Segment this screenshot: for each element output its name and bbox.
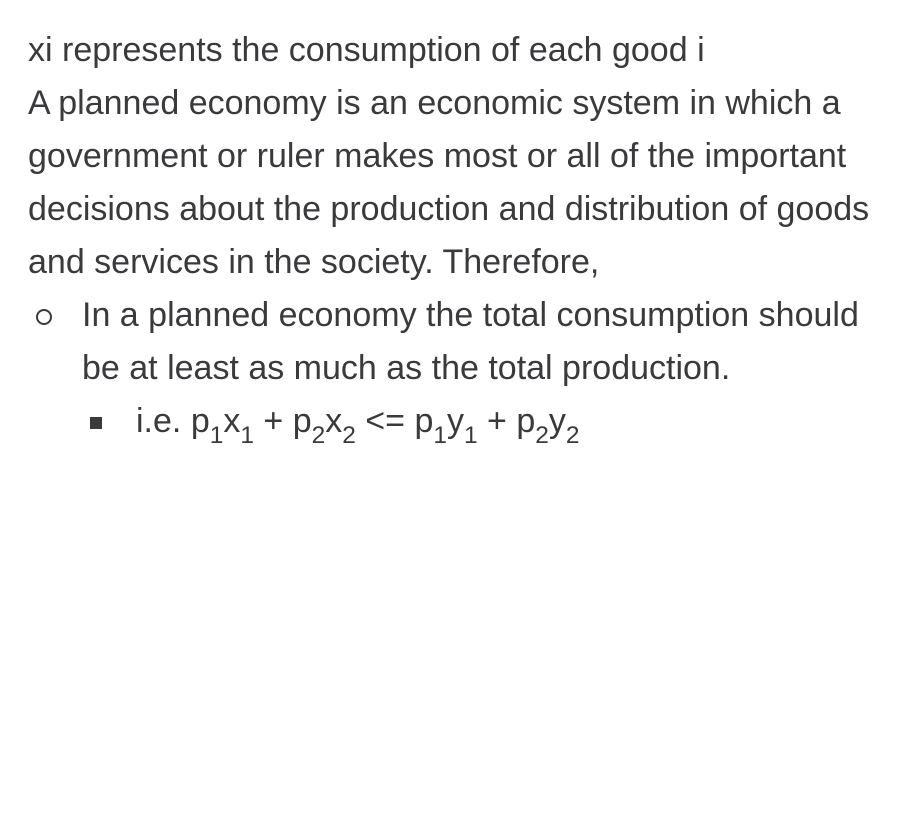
bullet-list: In a planned economy the total consumpti…: [28, 289, 872, 452]
p2b: p: [516, 402, 535, 440]
sub-1c: 1: [433, 422, 447, 449]
p1: p: [191, 402, 210, 440]
sub-1a: 1: [210, 422, 224, 449]
bullet-item-square: i.e. p1x1 + p2x2 <= p1y1 + p2y2: [82, 395, 872, 452]
p1b: p: [414, 402, 433, 440]
plus-2: +: [478, 402, 517, 440]
bullet-square-prefix: i.e.: [136, 402, 191, 440]
x2: x: [325, 402, 342, 440]
sub-2d: 2: [566, 422, 580, 449]
sub-1b: 1: [240, 422, 254, 449]
sub-1d: 1: [464, 422, 478, 449]
sub-2a: 2: [312, 422, 326, 449]
plus-1: +: [254, 402, 293, 440]
lte: <=: [356, 402, 415, 440]
y1: y: [447, 402, 464, 440]
bullet-circle-text: In a planned economy the total consumpti…: [82, 296, 859, 387]
y2: y: [549, 402, 566, 440]
x1: x: [223, 402, 240, 440]
formula: p1x1 + p2x2 <= p1y1 + p2y2: [191, 402, 580, 440]
sub-2c: 2: [535, 422, 549, 449]
sub-2b: 2: [342, 422, 356, 449]
intro-line-1: xi represents the consumption of each go…: [28, 24, 872, 77]
p2: p: [293, 402, 312, 440]
intro-line-2: A planned economy is an economic system …: [28, 77, 872, 289]
bullet-item-circle: In a planned economy the total consumpti…: [28, 289, 872, 395]
